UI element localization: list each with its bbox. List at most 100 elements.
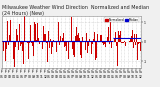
Bar [51,42,52,54]
Bar [106,41,107,42]
Bar [28,42,29,59]
Bar [124,41,125,42]
Bar [111,42,112,48]
Bar [93,39,94,42]
Bar [120,31,121,42]
Bar [31,42,32,43]
Bar [14,42,15,67]
Bar [50,39,51,42]
Bar [110,17,111,42]
Bar [117,42,118,66]
Bar [36,40,37,42]
Bar [46,42,47,43]
Bar [139,42,140,43]
Bar [59,42,60,45]
Bar [55,39,56,42]
Bar [38,38,39,42]
Bar [42,42,43,49]
Bar [54,42,55,46]
Bar [19,24,20,42]
Bar [41,42,42,53]
Bar [87,42,88,53]
Bar [132,30,133,42]
Bar [133,42,134,48]
Bar [56,42,57,52]
Bar [137,42,138,60]
Bar [119,35,120,42]
Bar [75,36,76,42]
Bar [23,42,24,64]
Bar [130,39,131,42]
Bar [128,38,129,42]
Bar [44,34,45,42]
Bar [80,42,81,55]
Bar [21,42,22,44]
Bar [138,42,139,44]
Bar [95,42,96,60]
Bar [107,37,108,42]
Bar [7,21,8,42]
Bar [65,42,66,46]
Bar [48,31,49,42]
Bar [34,22,35,42]
Bar [40,31,41,42]
Bar [22,42,23,51]
Bar [105,42,106,47]
Bar [32,42,33,46]
Bar [9,35,10,42]
Bar [91,42,92,54]
Bar [20,42,21,46]
Bar [92,42,93,44]
Bar [63,33,64,42]
Bar [82,37,83,42]
Bar [83,42,84,49]
Bar [47,42,48,62]
Bar [127,31,128,42]
Bar [62,37,63,42]
Bar [129,41,130,42]
Bar [49,42,50,48]
Bar [39,42,40,44]
Bar [108,27,109,42]
Bar [58,22,59,42]
Bar [45,33,46,42]
Bar [76,27,77,42]
Bar [17,35,18,42]
Bar [18,42,19,50]
Bar [109,42,110,44]
Bar [64,42,65,47]
Bar [116,42,117,46]
Bar [135,42,136,46]
Bar [134,34,135,42]
Bar [101,35,102,42]
Bar [29,42,30,43]
Bar [81,42,82,58]
Bar [13,42,14,59]
Bar [79,38,80,42]
Bar [35,23,36,42]
Bar [102,42,103,43]
Bar [33,42,34,56]
Bar [84,18,85,42]
Bar [73,42,74,55]
Bar [136,34,137,42]
Text: Milwaukee Weather Wind Direction  Normalized and Median  (24 Hours) (New): Milwaukee Weather Wind Direction Normali… [2,5,150,16]
Bar [2,41,3,42]
Bar [66,42,67,51]
Bar [10,20,11,42]
Bar [8,42,9,45]
Bar [123,42,124,43]
Bar [60,36,61,42]
Bar [5,42,6,61]
Bar [11,22,12,42]
Bar [74,42,75,57]
Bar [125,42,126,46]
Bar [118,31,119,42]
Bar [104,42,105,44]
Bar [67,41,68,42]
Bar [16,29,17,42]
Bar [78,33,79,42]
Bar [131,36,132,42]
Bar [122,42,123,43]
Bar [1,21,2,42]
